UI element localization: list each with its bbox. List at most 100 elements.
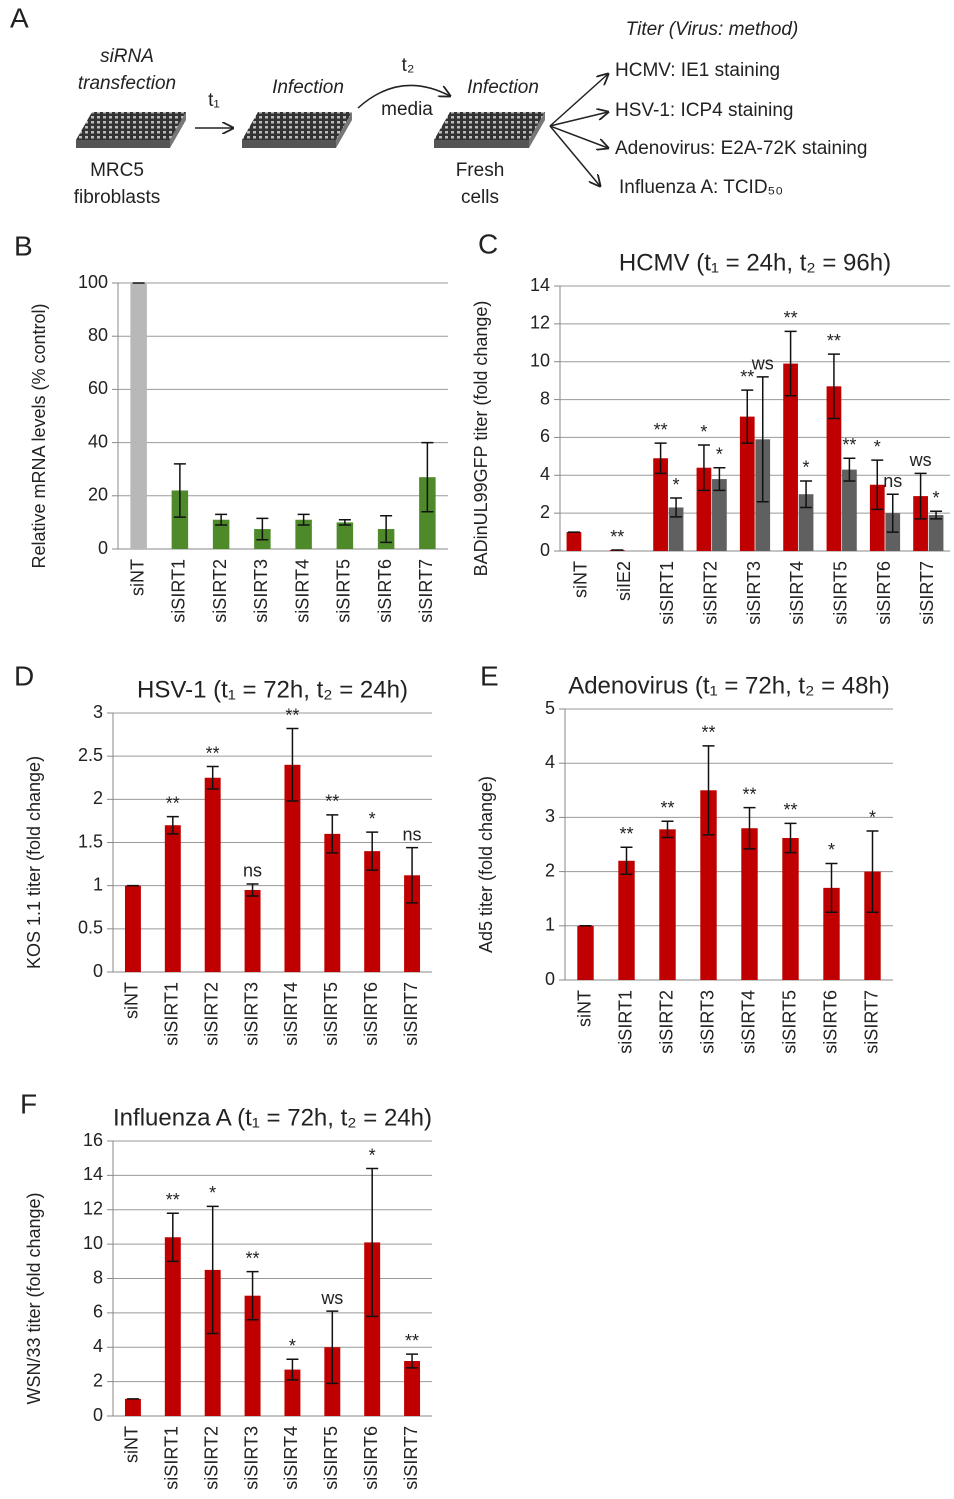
error-bar [713,466,726,492]
error-bar [661,820,674,839]
significance-label: ** [742,784,756,804]
error-bar [173,463,186,518]
significance-label: * [700,422,707,442]
significance-label: ** [610,527,624,547]
x-tick-label: siSIRT3 [697,990,717,1054]
y-tick-label: 14 [530,275,550,295]
bar [668,507,684,551]
error-bar [366,831,379,871]
error-bar [743,806,756,850]
bar [928,515,944,551]
bar [295,519,312,549]
significance-label: ** [246,1248,260,1268]
x-tick-label: siSIRT5 [779,990,799,1054]
bar [404,1361,421,1416]
y-axis-label: Ad5 titer (fold change) [476,776,496,953]
panel-label: F [20,1088,37,1119]
bar [577,925,594,980]
bar [653,458,668,551]
significance-label: ** [206,743,220,763]
bar [284,764,301,972]
significance-label: ** [827,331,841,351]
significance-label: * [803,458,810,478]
y-tick-label: 0 [540,540,550,560]
significance-label: ws [320,1288,343,1308]
bar [130,283,147,549]
x-tick-label: siSIRT3 [251,559,271,623]
error-bar [166,1212,179,1263]
diagram: A siRNA transfection MRC5 fibroblasts t₁… [10,2,867,208]
significance-label: * [209,1183,216,1203]
y-tick-label: 2.5 [78,745,103,765]
significance-label: ws [909,450,932,470]
bar [826,386,842,551]
significance-label: ** [660,798,674,818]
bar [798,494,814,551]
error-bar [702,745,715,836]
y-tick-label: 12 [530,313,550,333]
significance-label: * [716,444,723,464]
bar [712,479,727,551]
x-tick-label: siNT [127,559,147,596]
bar [739,416,755,551]
error-bar [871,459,884,511]
error-bar [326,814,339,854]
y-axis-label: KOS 1.1 titer (fold change) [24,756,44,969]
bar [659,829,676,980]
significance-label: ** [619,824,633,844]
significance-label: * [933,488,940,508]
significance-label: ** [842,435,856,455]
significance-label: * [673,475,680,495]
significance-label: * [369,809,376,829]
x-tick-label: siSIRT2 [656,990,676,1054]
y-tick-label: 6 [540,426,550,446]
bar [364,1242,381,1416]
y-tick-label: 0 [98,538,108,558]
panel-label: D [14,660,34,691]
error-bar [380,515,393,544]
y-tick-label: 1 [545,915,555,935]
bar [284,1369,301,1416]
error-bar [246,883,259,897]
y-tick-label: 1.5 [78,831,103,851]
chart-title: HSV-1 (t₁ = 72h, t₂ = 24h) [137,676,408,703]
y-tick-label: 20 [88,485,108,505]
error-bar [166,815,179,835]
error-bar [886,493,899,533]
readout: HSV-1: ICP4 staining [615,100,793,121]
x-tick-label: siNT [122,982,142,1019]
significance-label: ** [166,793,180,813]
significance-label: ** [740,367,754,387]
bar [164,825,181,972]
error-bar [741,389,754,444]
y-tick-label: 60 [88,378,108,398]
y-tick-label: 1 [93,874,103,894]
significance-label: * [874,437,881,457]
y-tick-label: 10 [530,350,550,370]
bar [244,889,261,972]
error-bar [800,480,813,509]
x-tick-label: siSIRT5 [830,561,850,625]
bar [364,851,381,972]
readout: Influenza A: TCID₅₀ [619,177,783,198]
x-tick-label: siSIRT4 [281,1426,301,1490]
y-tick-label: 5 [545,698,555,718]
error-bar [866,830,879,913]
x-tick-label: siSIRT6 [375,559,395,623]
bar [696,467,712,551]
y-tick-label: 2 [540,502,550,522]
y-axis-label: WSN/33 titer (fold change) [24,1192,44,1404]
error-bar [827,353,840,420]
bar [419,477,436,549]
error-bar [421,441,434,513]
y-tick-label: 4 [540,464,550,484]
x-tick-label: siSIRT4 [787,561,807,625]
significance-label: ** [325,792,339,812]
x-tick-label: siSIRT4 [281,982,301,1046]
x-tick-label: siSIRT5 [321,982,341,1046]
error-bar [784,330,797,397]
cell-label: Fresh [456,160,505,181]
error-bar [697,444,710,492]
significance-label: ** [405,1331,419,1351]
